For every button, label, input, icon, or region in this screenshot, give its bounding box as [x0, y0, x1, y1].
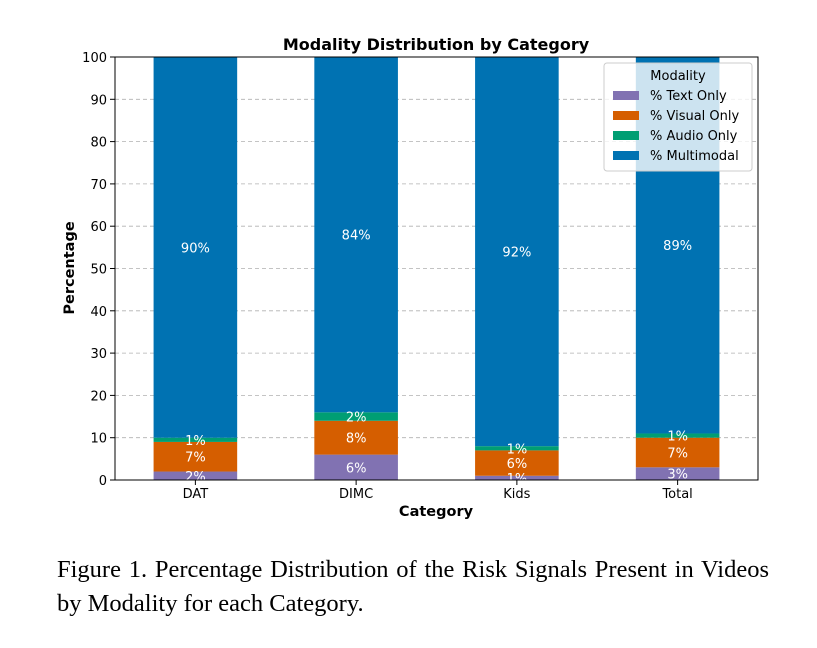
y-tick-label: 60 — [90, 220, 107, 235]
y-axis-label: Percentage — [62, 221, 78, 314]
x-tick-label: Total — [661, 487, 692, 502]
legend-title: Modality — [650, 69, 706, 84]
legend: Modality % Text Only % Visual Only % Audio… — [603, 62, 753, 172]
bar-value-label: 84% — [342, 229, 371, 244]
bar-segment — [475, 446, 559, 451]
x-tick-label: DAT — [183, 487, 209, 502]
bar-value-label: 2% — [346, 411, 367, 426]
bar-segment — [153, 471, 238, 480]
legend-swatch — [613, 151, 639, 160]
legend-swatch — [613, 91, 639, 100]
bar-segment — [475, 57, 559, 447]
bar-value-label: 2% — [185, 470, 206, 485]
bars — [153, 57, 720, 480]
x-tick-label: DIMC — [339, 487, 373, 502]
bar-segment — [635, 467, 720, 480]
figure-caption: Figure 1. Percentage Distribution of the… — [57, 556, 769, 617]
y-tick-label: 10 — [90, 432, 107, 447]
legend-swatch — [613, 131, 639, 140]
bar-segment — [153, 437, 238, 442]
legend-frame — [603, 62, 753, 172]
bar-segment — [475, 450, 559, 476]
bar-value-label: 7% — [667, 447, 688, 462]
bar-value-label: 92% — [502, 246, 531, 261]
bar-labels: 2%7%1%90%6%8%2%84%1%6%1%92%3%7%1%89% — [181, 229, 692, 487]
bar-segment — [314, 420, 398, 455]
bar-segment — [153, 57, 238, 438]
legend-entry-label: % Visual Only — [650, 109, 740, 124]
bar-value-label: 6% — [346, 461, 367, 476]
y-tick-label: 70 — [90, 178, 107, 193]
legend-swatch — [613, 111, 639, 120]
x-tick-label: Kids — [503, 487, 530, 502]
bar-segment — [635, 433, 720, 438]
bar-segment — [314, 454, 398, 480]
bar-segment — [314, 57, 398, 413]
y-ticks: 0 10 20 30 40 50 60 70 80 90 100 — [82, 51, 115, 489]
bar-value-label: 8% — [346, 432, 367, 447]
legend-entry-label: % Multimodal — [650, 149, 739, 164]
legend-entry-label: % Text Only — [650, 89, 727, 104]
y-tick-label: 80 — [90, 136, 107, 151]
bar-value-label: 89% — [663, 239, 692, 254]
legend-entry-label: % Audio Only — [650, 129, 738, 144]
bar-value-label: 1% — [667, 430, 688, 445]
bar-value-label: 7% — [185, 451, 206, 466]
y-tick-label: 100 — [82, 51, 107, 66]
y-tick-label: 30 — [90, 347, 107, 362]
bar-value-label: 3% — [667, 468, 688, 483]
y-tick-label: 0 — [99, 474, 107, 489]
bar-segment — [635, 437, 720, 468]
chart: 2%7%1%90%6%8%2%84%1%6%1%92%3%7%1%89% 010… — [62, 35, 759, 520]
bar-value-label: 1% — [507, 472, 528, 487]
bar-value-label: 1% — [185, 434, 206, 449]
x-ticks: DAT DIMC Kids Total — [183, 480, 693, 502]
bar-segment — [475, 475, 559, 480]
bar-value-label: 1% — [507, 442, 528, 457]
chart-title: Modality Distribution by Category — [283, 35, 590, 54]
bar-segment — [314, 412, 398, 421]
bar-value-label: 90% — [181, 241, 210, 256]
y-tick-label: 50 — [90, 263, 107, 278]
y-tick-label: 20 — [90, 389, 107, 404]
bar-value-label: 6% — [507, 457, 528, 472]
y-tick-label: 90 — [90, 93, 107, 108]
bar-segment — [153, 441, 238, 472]
x-axis-label: Category — [399, 504, 474, 520]
y-tick-label: 40 — [90, 305, 107, 320]
